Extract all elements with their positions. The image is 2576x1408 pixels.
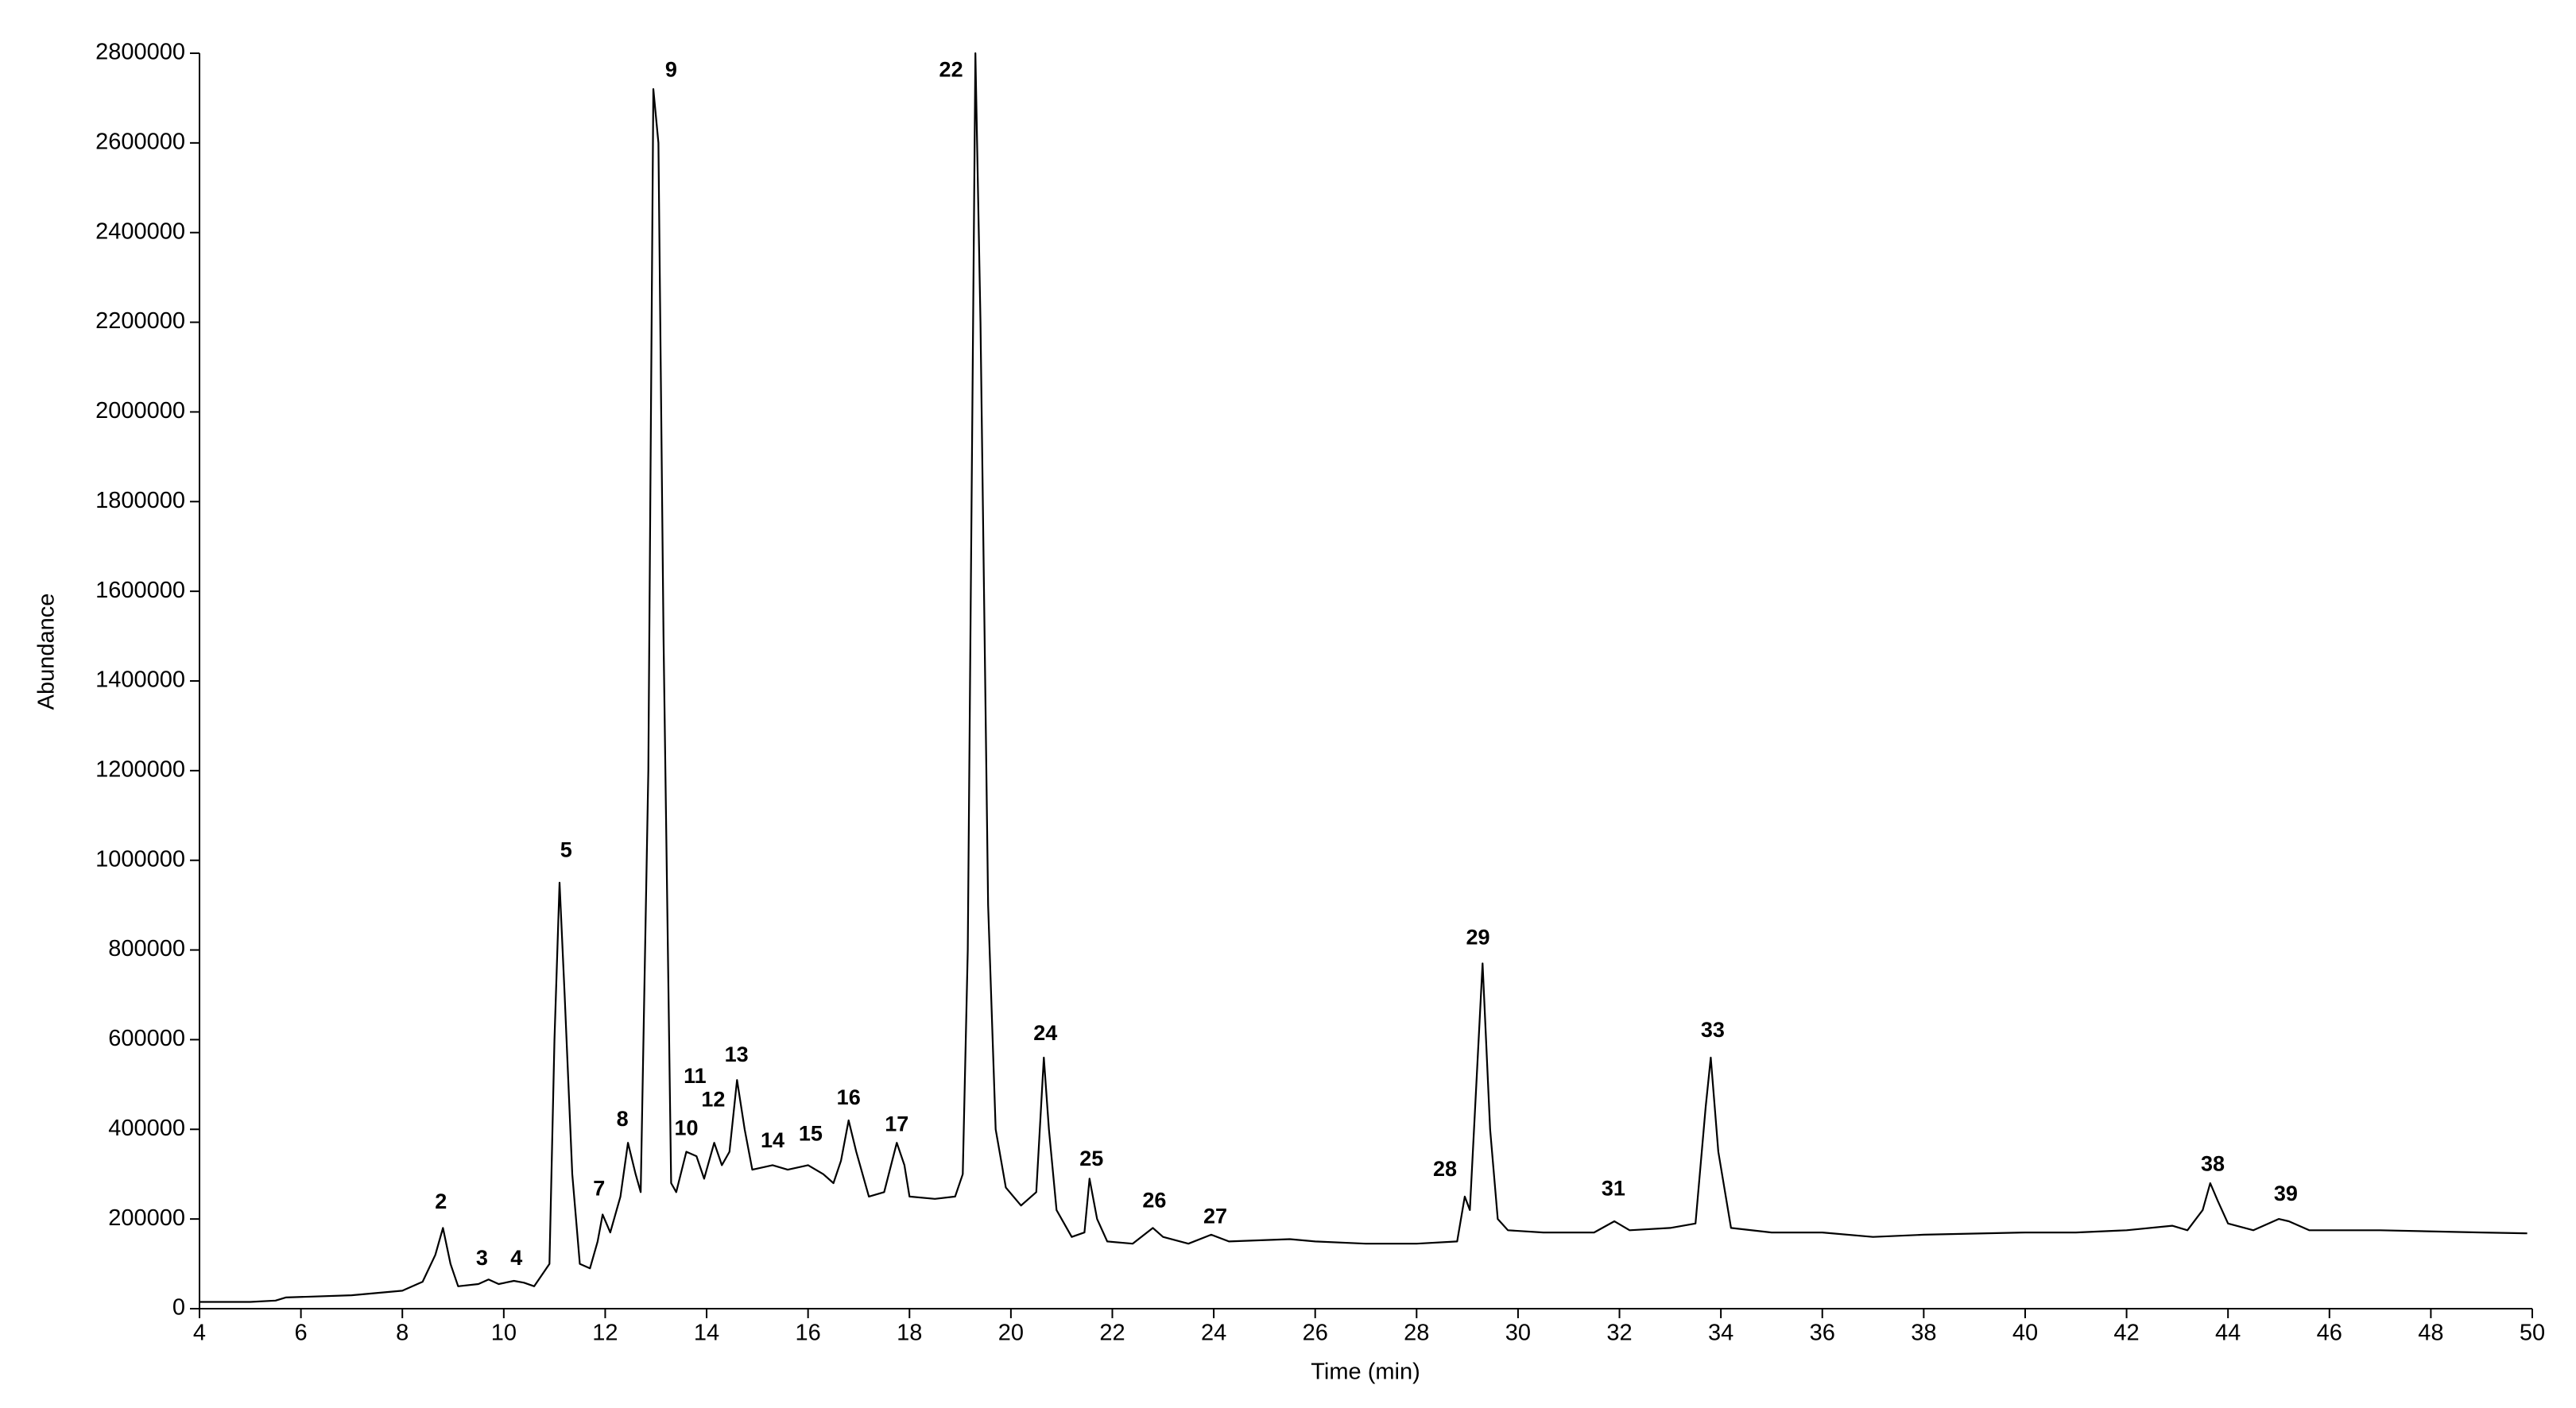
peak-label: 29 [1466, 926, 1489, 950]
peak-label: 22 [939, 58, 963, 82]
y-tick-label: 1800000 [95, 488, 185, 513]
y-tick-label: 2200000 [95, 308, 185, 334]
peak-label: 38 [2201, 1152, 2225, 1176]
x-tick-label: 16 [796, 1321, 821, 1346]
y-tick-label: 2000000 [95, 398, 185, 424]
y-tick-label: 2400000 [95, 219, 185, 244]
peak-label: 17 [885, 1112, 908, 1135]
y-tick-label: 0 [172, 1295, 185, 1321]
x-tick-label: 6 [295, 1321, 308, 1346]
peak-label: 25 [1079, 1147, 1103, 1170]
y-tick-label: 400000 [108, 1116, 185, 1141]
y-tick-label: 1200000 [95, 757, 185, 783]
peak-label: 2 [435, 1189, 447, 1213]
peak-label: 10 [674, 1116, 698, 1139]
x-tick-label: 48 [2418, 1321, 2443, 1346]
x-tick-label: 46 [2317, 1321, 2342, 1346]
x-tick-label: 12 [592, 1321, 618, 1346]
x-tick-label: 40 [2012, 1321, 2038, 1346]
peak-label: 33 [1701, 1018, 1725, 1042]
x-tick-label: 28 [1404, 1321, 1429, 1346]
peak-label: 3 [476, 1246, 488, 1270]
y-tick-label: 2600000 [95, 130, 185, 155]
x-tick-label: 22 [1099, 1321, 1125, 1346]
y-tick-label: 1400000 [95, 667, 185, 693]
x-tick-label: 38 [1911, 1321, 1936, 1346]
peak-label: 15 [799, 1122, 823, 1146]
peak-label: 16 [837, 1085, 861, 1109]
y-tick-label: 600000 [108, 1026, 185, 1051]
x-tick-label: 44 [2215, 1321, 2241, 1346]
x-tick-label: 18 [897, 1321, 922, 1346]
peak-label: 9 [665, 58, 677, 82]
peak-label: 14 [761, 1128, 784, 1152]
y-tick-label: 800000 [108, 936, 185, 961]
peak-label: 31 [1602, 1177, 1625, 1201]
x-tick-label: 36 [1810, 1321, 1835, 1346]
x-tick-label: 32 [1606, 1321, 1632, 1346]
x-tick-label: 14 [694, 1321, 719, 1346]
chromatogram-line [199, 52, 2528, 1303]
x-tick-label: 4 [193, 1321, 206, 1346]
peak-label: 27 [1203, 1205, 1227, 1228]
x-tick-label: 42 [2113, 1321, 2139, 1346]
x-tick-label: 50 [2520, 1321, 2545, 1346]
x-tick-label: 24 [1201, 1321, 1226, 1346]
x-axis-label: Time (min) [1311, 1360, 1420, 1385]
peak-label: 13 [725, 1042, 749, 1066]
x-tick-label: 30 [1505, 1321, 1531, 1346]
y-tick-label: 1000000 [95, 846, 185, 872]
peak-label: 28 [1433, 1157, 1457, 1181]
x-tick-label: 34 [1708, 1321, 1733, 1346]
peak-label: 39 [2274, 1182, 2298, 1205]
peak-label: 8 [617, 1107, 629, 1131]
peak-label: 12 [701, 1087, 725, 1111]
y-axis-label: Abundance [34, 594, 60, 710]
y-tick-label: 1600000 [95, 578, 185, 603]
peak-label: 24 [1033, 1021, 1057, 1045]
x-tick-label: 20 [998, 1321, 1024, 1346]
x-tick-label: 26 [1303, 1321, 1328, 1346]
peak-label: 11 [684, 1064, 707, 1088]
peak-label: 7 [593, 1177, 605, 1201]
peak-label: 26 [1142, 1188, 1166, 1212]
peak-label: 4 [510, 1246, 522, 1270]
x-tick-label: 8 [396, 1321, 409, 1346]
y-tick-label: 2800000 [95, 40, 185, 65]
x-tick-label: 10 [491, 1321, 517, 1346]
y-tick-label: 200000 [108, 1205, 185, 1231]
peak-label: 5 [560, 838, 572, 862]
